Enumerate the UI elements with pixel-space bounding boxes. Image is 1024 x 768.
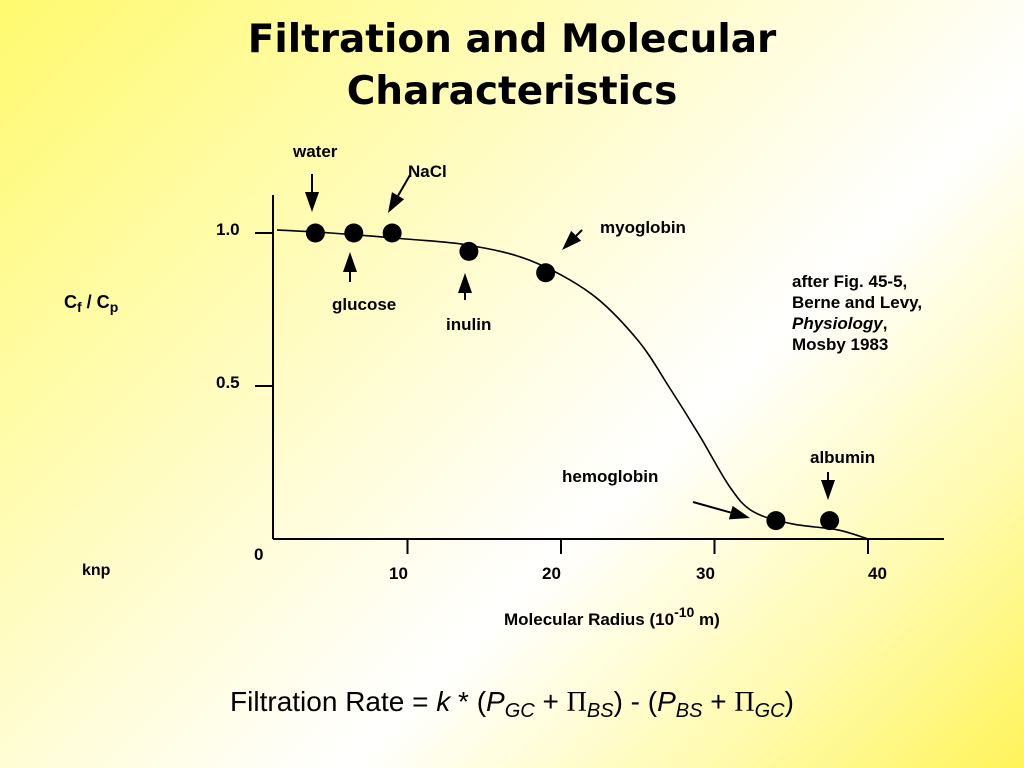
point-label-myoglobin: myoglobin: [600, 218, 686, 237]
data-point-inulin: [459, 241, 479, 261]
chart-axes: [255, 195, 944, 554]
x-axis-title: Molecular Radius (10-10 m): [504, 604, 720, 629]
point-layer: [305, 223, 840, 531]
hemoglobin-arrow-shaft: [692, 501, 732, 514]
arrow-layer: [305, 174, 835, 520]
nacl-arrow-shaft: [397, 174, 411, 197]
x-tick-label: 10: [389, 564, 408, 583]
point-label-water: water: [293, 142, 338, 161]
citation-line: Mosby 1983: [792, 335, 889, 354]
point-label-hemoglobin: hemoglobin: [562, 467, 659, 486]
myoglobin-arrow-shaft: [575, 229, 583, 237]
point-label-inulin: inulin: [446, 315, 492, 334]
data-point-albumin: [820, 511, 840, 531]
x-tick-label: 40: [868, 564, 887, 583]
citation-line: after Fig. 45-5,: [792, 272, 908, 291]
x-tick-label: 20: [542, 564, 561, 583]
y-axis-label: Cf / Cp: [64, 292, 119, 315]
data-point-glucose: [344, 223, 364, 243]
glucose-arrow-head: [343, 252, 357, 272]
filtration-rate-formula: Filtration Rate = k * (PGC + ΠBS) - (PBS…: [230, 686, 794, 722]
myoglobin-arrow-head: [562, 230, 582, 250]
data-point-water: [305, 223, 325, 243]
origin-label: 0: [254, 545, 264, 564]
sieving-curve: [276, 229, 869, 540]
title-line-2: Characteristics: [346, 69, 678, 114]
nacl-arrow-head: [388, 192, 405, 213]
point-label-nacl: NaCl: [408, 162, 447, 181]
albumin-arrow-head: [821, 480, 835, 500]
data-point-nacl: [382, 223, 402, 243]
x-tick-label: 30: [696, 564, 715, 583]
inulin-arrow-head: [458, 273, 472, 293]
title-line-1: Filtration and Molecular: [247, 17, 777, 62]
data-point-myoglobin: [536, 263, 556, 283]
citation-line: Berne and Levy,: [792, 293, 923, 312]
slide-title: Filtration and Molecular Characteristics: [0, 14, 1024, 118]
data-point-hemoglobin: [766, 511, 786, 531]
hemoglobin-arrow-head: [728, 505, 750, 520]
water-arrow-head: [305, 192, 319, 212]
figure-citation: after Fig. 45-5, Berne and Levy, Physiol…: [792, 271, 922, 355]
point-label-albumin: albumin: [810, 448, 876, 467]
curve-layer: [276, 229, 869, 540]
y-tick-label: 1.0: [216, 220, 240, 239]
citation-line: Physiology,: [792, 314, 888, 333]
corner-label: knp: [82, 562, 111, 579]
y-tick-label: 0.5: [216, 373, 240, 392]
point-label-glucose: glucose: [332, 295, 397, 314]
